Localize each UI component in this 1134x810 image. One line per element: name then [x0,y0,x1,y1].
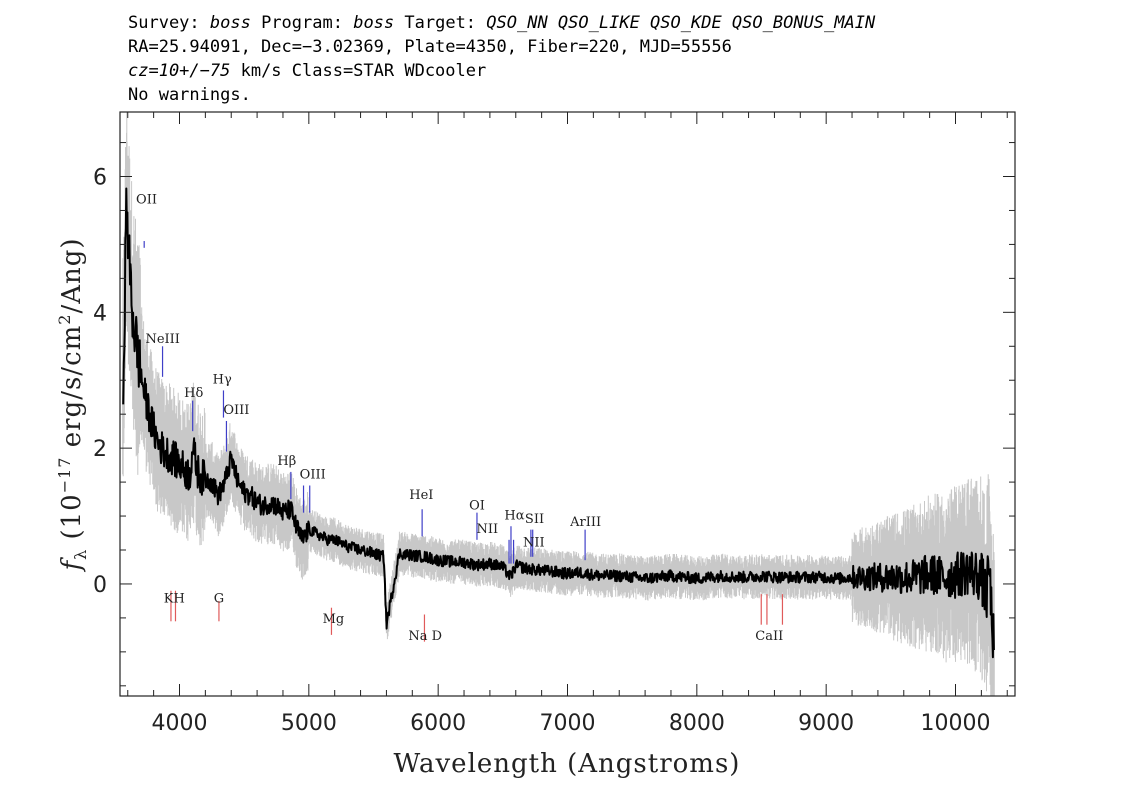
x-tick-label: 6000 [410,711,466,736]
emission-label: NeIII [145,332,179,347]
y-title-units-b: erg/s/cm [57,325,87,457]
svg-text:fλ (10−17 erg/s/cm2/Ang): fλ (10−17 erg/s/cm2/Ang) [55,237,90,572]
target-value: QSO_NN QSO_LIKE QSO_KDE QSO_BONUS_MAIN [486,13,876,33]
emission-label: Hα [504,508,524,523]
x-tick-label: 9000 [798,711,854,736]
program-prefix: Program: [250,13,354,33]
absorption-label: Na D [408,629,442,644]
x-tick-label: 5000 [281,711,337,736]
x-tick-label: 4000 [151,711,207,736]
absorption-label: G [214,592,224,607]
absorption-label: CaII [755,629,783,644]
emission-label: Hβ [277,454,296,469]
emission-label: SII [525,512,544,527]
header-line-2: RA=25.94091, Dec=−3.02369, Plate=4350, F… [128,37,732,57]
y-tick-label: 4 [93,301,107,326]
y-tick-label: 6 [93,166,107,191]
target-prefix: Target: [394,13,487,33]
emission-label: Hδ [184,386,203,401]
emission-label: NII [476,522,498,537]
emission-label: OII [136,193,157,208]
flux-series [122,187,995,659]
flux-layer [122,187,995,659]
y-title-units-c: /Ang) [57,237,87,313]
survey-value: boss [209,13,251,33]
y-axis-title: fλ (10−17 erg/s/cm2/Ang) [55,237,90,572]
x-tick-label: 8000 [669,711,725,736]
y-title-f: f [57,557,87,573]
emission-label: OI [469,498,485,513]
noise-band [122,112,995,696]
y-title-exponent: −17 [55,457,74,494]
emission-label: OIII [300,468,326,483]
emission-label: Hγ [213,373,232,388]
emission-label: NII [523,536,545,551]
x-tick-label: 7000 [540,711,596,736]
emission-label: HeI [409,488,433,503]
spectral-lines-layer: OII NeIII Hδ Hγ OIII Hβ OIII HeI OI NII Hα SII NII Ar… [136,193,783,644]
noise-layer [122,112,995,696]
header-line-3: cz=10+/−75 km/s Class=STAR WDcooler [128,60,486,83]
emission-label: OIII [223,403,249,418]
absorption-label: KH [164,592,185,607]
y-title-lambda: λ [71,549,90,560]
survey-prefix: Survey: [128,13,210,33]
emission-label: ArIII [569,515,601,530]
x-axis-title: Wavelength (Angstroms) [394,749,741,779]
y-tick-label: 0 [93,573,107,598]
axes-layer: 4000 5000 6000 7000 8000 9000 10000 0 2 4 6 [93,112,1015,736]
absorption-label: Mg [323,612,345,627]
class-value: km/s Class=STAR WDcooler [230,61,487,81]
header-line-4: No warnings. [128,85,251,105]
program-value: boss [353,13,395,33]
header-line-1: Survey: boss Program: boss Target: QSO_N… [128,12,875,35]
y-tick-label: 2 [93,437,107,462]
x-tick-label: 10000 [921,711,991,736]
y-title-square: 2 [55,314,74,325]
y-title-units-a: (10 [57,493,87,549]
redshift-value: cz=10+/−75 [128,61,231,81]
